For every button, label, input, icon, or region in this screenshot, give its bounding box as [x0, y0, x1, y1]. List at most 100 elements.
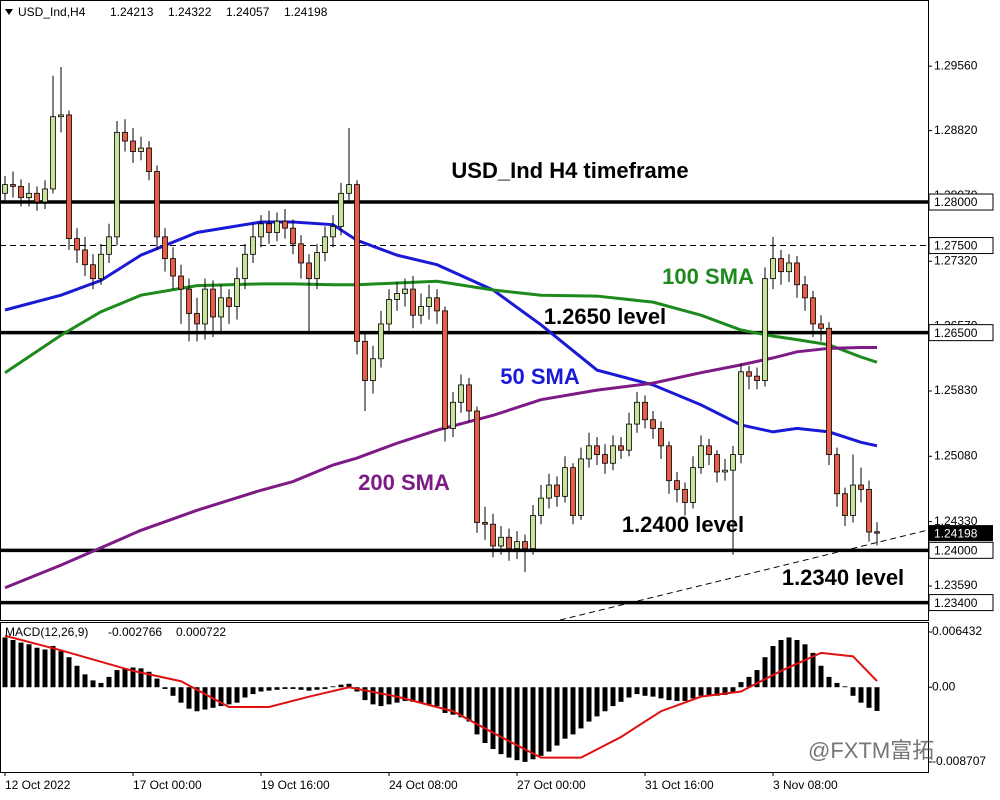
- candle-body: [674, 480, 680, 490]
- macd-bar: [802, 644, 808, 688]
- macd-bar: [634, 687, 640, 695]
- macd-bar: [154, 678, 160, 688]
- candle-body: [578, 458, 584, 516]
- x-tick-label: 31 Oct 16:00: [645, 778, 714, 792]
- macd-bar: [690, 687, 696, 699]
- candle-body: [162, 236, 168, 260]
- candle-body: [866, 488, 872, 533]
- candle-body: [218, 297, 224, 318]
- candle-body: [82, 249, 88, 266]
- price-tag: [929, 525, 993, 542]
- candle-body: [738, 371, 744, 455]
- candle-body: [850, 484, 856, 516]
- macd-tick-label: 0.00: [932, 679, 956, 693]
- candle-body: [154, 171, 160, 238]
- candle-body: [546, 484, 552, 499]
- candle-body: [594, 445, 600, 455]
- sma-line: [4, 279, 878, 374]
- level-label: 1.28000: [934, 195, 978, 209]
- level-label: 1.23400: [934, 596, 978, 610]
- macd-bar: [546, 687, 552, 752]
- macd-bar: [666, 687, 672, 701]
- candle-body: [522, 541, 528, 549]
- signal-line: [4, 634, 878, 759]
- macd-bar: [338, 684, 344, 688]
- macd-bar: [850, 687, 856, 696]
- macd-bar: [274, 687, 280, 690]
- y-tick-label: 1.29560: [934, 58, 978, 72]
- candle-body: [474, 410, 480, 523]
- macd-bar: [466, 687, 472, 722]
- macd-bar: [722, 687, 728, 695]
- macd-bar: [426, 687, 432, 705]
- macd-bar: [370, 687, 376, 705]
- menu-icon: [5, 9, 13, 15]
- candle-body: [178, 275, 184, 290]
- header-value: 1.24198: [284, 5, 328, 19]
- candle-body: [626, 423, 632, 451]
- candle-body: [2, 184, 8, 194]
- macd-bar: [754, 670, 760, 688]
- macd-bar: [738, 682, 744, 688]
- macd-bar: [290, 687, 296, 689]
- macd-bar: [650, 687, 656, 697]
- macd-bar: [602, 687, 608, 712]
- candle-body: [266, 223, 272, 233]
- candle-body: [714, 454, 720, 473]
- candle-body: [122, 131, 128, 142]
- level-label: 1.24000: [934, 544, 978, 558]
- candle-body: [570, 467, 576, 516]
- macd-bar: [450, 687, 456, 715]
- candle-body: [210, 288, 216, 318]
- macd-bar: [842, 686, 848, 688]
- symbol: USD_Ind,H4: [18, 5, 86, 19]
- candle-body: [874, 531, 880, 534]
- macd-bar: [178, 687, 184, 703]
- macd-bar: [10, 640, 16, 688]
- candle-body: [146, 147, 152, 172]
- macd-bar: [866, 687, 872, 708]
- candle-body: [98, 253, 104, 280]
- macd-bar: [610, 687, 616, 707]
- candle-body: [498, 536, 504, 547]
- candle-body: [482, 522, 488, 525]
- macd-signal: 0.000722: [176, 625, 226, 639]
- macd-bar: [242, 687, 248, 698]
- candle-body: [106, 236, 112, 255]
- candle-body: [778, 258, 784, 273]
- macd-bar: [538, 687, 544, 756]
- candle-body: [698, 445, 704, 469]
- candle-body: [610, 445, 616, 464]
- watermark: @FXTM富拓: [808, 738, 934, 763]
- candle-body: [650, 419, 656, 429]
- candle-body: [378, 323, 384, 360]
- candle-body: [642, 401, 648, 421]
- macd-bar: [330, 686, 336, 688]
- macd-bar: [234, 687, 240, 703]
- macd-bar: [498, 687, 504, 755]
- macd-bar: [714, 687, 720, 696]
- macd-bar: [578, 687, 584, 729]
- series-label: 200 SMA: [358, 470, 450, 495]
- macd-label: MACD(12,26,9): [5, 625, 88, 639]
- candle-body: [338, 192, 344, 227]
- macd-bar: [778, 640, 784, 688]
- level-label: 1.27500: [934, 239, 978, 253]
- macd-bar: [810, 652, 816, 688]
- candle-body: [250, 236, 256, 255]
- candle-body: [418, 306, 424, 316]
- macd-bar: [506, 687, 512, 758]
- macd-bar: [18, 642, 24, 688]
- macd-bar: [346, 683, 352, 688]
- candle-body: [346, 184, 352, 194]
- macd-bar: [362, 687, 368, 701]
- candle-body: [458, 384, 464, 403]
- macd-bar: [522, 687, 528, 762]
- macd-bar: [202, 687, 208, 710]
- macd-bar: [82, 674, 88, 688]
- candle-body: [402, 288, 408, 294]
- candle-body: [26, 192, 32, 199]
- series-label: 50 SMA: [500, 364, 580, 389]
- candle-body: [426, 297, 432, 307]
